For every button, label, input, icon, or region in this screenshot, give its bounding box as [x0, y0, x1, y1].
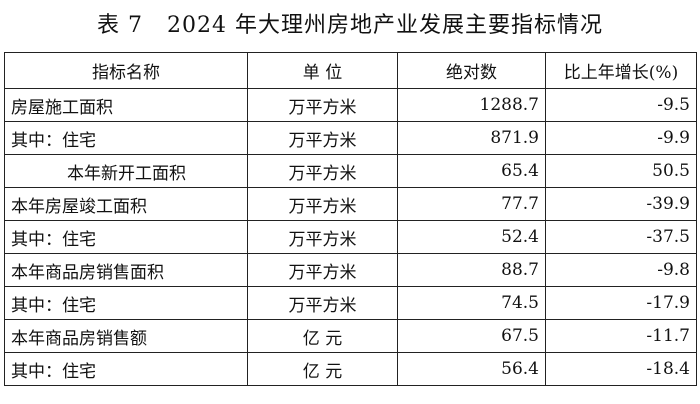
header-indicator: 指标名称 — [4, 52, 248, 89]
row-indicator-name: 本年商品房销售面积 — [4, 253, 248, 287]
row-absolute-value: 67.5 — [397, 319, 546, 353]
row-absolute-value: 77.7 — [397, 187, 546, 221]
row-absolute-value: 65.4 — [397, 154, 546, 188]
table-row: 其中：住宅亿 元 56.4 -18.4 — [4, 352, 697, 386]
row-indicator-name: 其中：住宅 — [4, 220, 248, 254]
table-row: 其中：住宅 万平方米 52.4 -37.5 — [4, 220, 697, 254]
row-unit: 万平方米 — [247, 121, 398, 155]
row-absolute-value: 1288.7 — [397, 88, 546, 122]
row-absolute-value: 74.5 — [397, 286, 546, 320]
row-absolute-value: 871.9 — [397, 121, 546, 155]
row-indicator-name: 其中：住宅 — [4, 286, 248, 320]
row-growth-rate: -9.8 — [545, 253, 697, 287]
table-row: 其中：住宅 万平方米 74.5 -17.9 — [4, 286, 697, 320]
table-row: 房屋施工面积 万平方米 1288.7 -9.5 — [4, 88, 697, 122]
table-row: 本年商品房销售额亿 元 67.5 -11.7 — [4, 319, 697, 353]
table-row: 本年房屋竣工面积 万平方米 77.7 -39.9 — [4, 187, 697, 221]
row-growth-rate: -9.5 — [545, 88, 697, 122]
table-title: 表 7 2024 年大理州房地产业发展主要指标情况 — [97, 13, 603, 38]
indicator-table: 指标名称 单 位 绝对数 比上年增长(%) 房屋施工面积 万平方米 1288.7 -9… — [4, 52, 697, 386]
table-row: 本年新开工面积 万平方米 65.4 50.5 — [4, 154, 697, 188]
row-unit: 万平方米 — [247, 187, 398, 221]
row-indicator-name: 本年商品房销售额 — [4, 319, 248, 353]
header-growth: 比上年增长(%) — [545, 52, 697, 89]
row-unit: 万平方米 — [247, 88, 398, 122]
header-row: 指标名称 单 位 绝对数 比上年增长(%) — [4, 52, 697, 89]
header-absolute: 绝对数 — [397, 52, 546, 89]
row-indicator-name: 房屋施工面积 — [4, 88, 248, 122]
row-unit: 亿 元 — [247, 319, 398, 353]
table-body: 房屋施工面积 万平方米 1288.7 -9.5 其中：住宅 万平方米 871.9 -9.9 本年… — [4, 88, 697, 386]
row-absolute-value: 88.7 — [397, 253, 546, 287]
row-growth-rate: -11.7 — [545, 319, 697, 353]
row-growth-rate: -18.4 — [545, 352, 697, 386]
row-growth-rate: -39.9 — [545, 187, 697, 221]
row-absolute-value: 52.4 — [397, 220, 546, 254]
row-indicator-name: 本年房屋竣工面积 — [4, 187, 248, 221]
table-row: 本年商品房销售面积 万平方米 88.7 -9.8 — [4, 253, 697, 287]
header-unit: 单 位 — [247, 52, 398, 89]
row-growth-rate: 50.5 — [545, 154, 697, 188]
row-growth-rate: -37.5 — [545, 220, 697, 254]
row-indicator-name: 其中：住宅 — [4, 352, 248, 386]
row-unit: 万平方米 — [247, 154, 398, 188]
row-growth-rate: -17.9 — [545, 286, 697, 320]
table-row: 其中：住宅 万平方米 871.9 -9.9 — [4, 121, 697, 155]
row-indicator-name: 本年新开工面积 — [4, 154, 248, 188]
row-indicator-name: 其中：住宅 — [4, 121, 248, 155]
row-unit: 万平方米 — [247, 286, 398, 320]
row-absolute-value: 56.4 — [397, 352, 546, 386]
row-unit: 亿 元 — [247, 352, 398, 386]
row-growth-rate: -9.9 — [545, 121, 697, 155]
row-unit: 万平方米 — [247, 253, 398, 287]
row-unit: 万平方米 — [247, 220, 398, 254]
